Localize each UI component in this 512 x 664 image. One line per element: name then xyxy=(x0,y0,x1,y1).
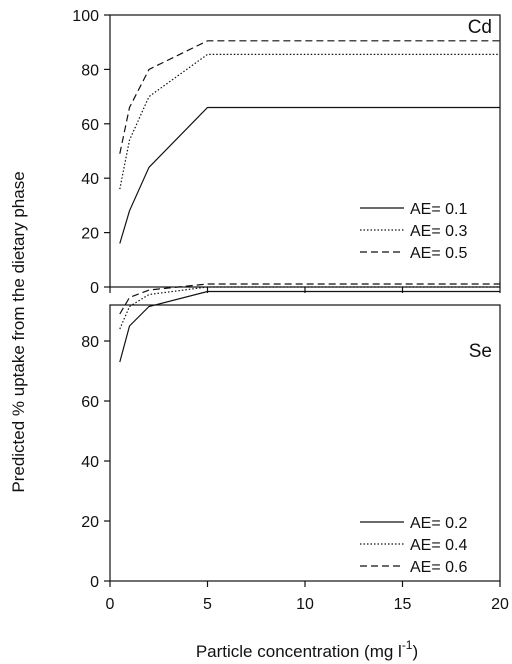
series-line-solid xyxy=(119,106,500,244)
x-axis-title-suffix: ) xyxy=(412,642,418,661)
series-line-dashed xyxy=(119,283,500,315)
x-axis-title-superscript: -1 xyxy=(402,638,413,652)
chart-panel-1: 0 20 40 60 80 100 Cd AE= 0.1 AE= 0.3 AE= 0.5 xyxy=(72,8,501,297)
series-line-dotted xyxy=(119,53,500,190)
y-tick-label: 40 xyxy=(81,454,99,471)
legend-label: AE= 0.5 xyxy=(410,245,467,262)
y-tick-label: 80 xyxy=(81,62,99,79)
series-line-solid xyxy=(119,290,500,363)
y-tick-label: 60 xyxy=(81,117,99,134)
y-tick-label: 0 xyxy=(90,280,99,297)
y-tick-label: 60 xyxy=(81,394,99,411)
y-tick-label: 40 xyxy=(81,171,99,188)
y-axis-title: Predicted % uptake from the dietary phas… xyxy=(9,171,28,492)
x-tick-label: 0 xyxy=(106,596,115,613)
legend-label: AE= 0.6 xyxy=(410,559,467,576)
x-tick-label: 5 xyxy=(203,596,212,613)
x-tick-label: 10 xyxy=(296,596,314,613)
y-tick-label: 80 xyxy=(81,334,99,351)
x-axis-title-main: Particle concentration (mg l xyxy=(196,642,402,661)
x-tick-label: 15 xyxy=(394,596,412,613)
legend-label: AE= 0.4 xyxy=(410,537,467,554)
y-tick-label: 20 xyxy=(81,514,99,531)
x-axis-title: Particle concentration (mg l-1) xyxy=(196,638,418,661)
series-line-dashed xyxy=(119,40,500,154)
panel-label: Se xyxy=(469,341,492,362)
x-tick-label: 20 xyxy=(491,596,509,613)
legend-label: AE= 0.1 xyxy=(410,201,467,218)
panel-label: Cd xyxy=(468,17,492,38)
chart-panel-2: 0 20 40 60 80 0 5 10 15 20 Se AE= 0.2 AE= 0.4 AE= 0.6 xyxy=(81,283,509,613)
y-tick-label: 100 xyxy=(72,8,99,25)
legend-label: AE= 0.2 xyxy=(410,515,467,532)
y-tick-label: 20 xyxy=(81,226,99,243)
legend-label: AE= 0.3 xyxy=(410,223,467,240)
series-line-dotted xyxy=(119,286,500,330)
y-tick-label: 0 xyxy=(90,574,99,591)
